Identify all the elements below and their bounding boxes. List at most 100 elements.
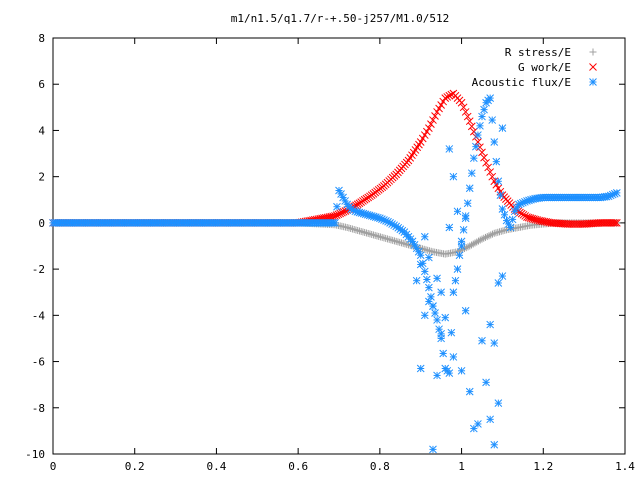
chart-marks bbox=[49, 89, 621, 454]
series-0-point bbox=[478, 235, 486, 243]
x-tick-label: 0.6 bbox=[288, 460, 308, 473]
series-2-point bbox=[490, 138, 499, 146]
series-1-point bbox=[431, 112, 439, 120]
series-1-point bbox=[459, 103, 468, 112]
series-1-point bbox=[600, 219, 608, 227]
series-2-point bbox=[451, 276, 460, 285]
series-0-point bbox=[483, 233, 491, 241]
series-0-point bbox=[466, 242, 474, 250]
series-0-point bbox=[467, 241, 475, 249]
series-3-point bbox=[441, 313, 450, 322]
y-tick-label: -6 bbox=[32, 356, 45, 369]
series-2-point bbox=[496, 191, 505, 200]
series-2-point bbox=[422, 275, 431, 284]
series-1-point bbox=[463, 112, 472, 121]
series-1-point bbox=[461, 108, 470, 116]
legend-marker bbox=[589, 78, 597, 86]
series-2-point bbox=[478, 112, 486, 121]
series-2-point bbox=[474, 131, 482, 139]
series-1-point bbox=[353, 200, 362, 209]
series-0-point bbox=[487, 231, 495, 239]
series-3-point bbox=[429, 302, 437, 310]
series-1-point bbox=[465, 117, 474, 126]
series-2-point bbox=[439, 349, 448, 358]
series-3-point bbox=[486, 320, 495, 329]
series-3-point bbox=[482, 378, 490, 387]
legend-marker bbox=[589, 63, 597, 71]
series-3-point bbox=[445, 223, 454, 232]
series-2-point bbox=[445, 369, 454, 377]
series-1-point bbox=[571, 220, 579, 228]
series-2-point bbox=[459, 225, 468, 234]
x-tick-label: 0.2 bbox=[125, 460, 145, 473]
series-1-point bbox=[484, 163, 492, 172]
series-1-point bbox=[416, 138, 425, 146]
series-2-point bbox=[488, 116, 497, 124]
series-2-point bbox=[420, 267, 429, 276]
series-1-point bbox=[435, 104, 443, 113]
series-2-point bbox=[476, 121, 484, 130]
series-2-point bbox=[492, 157, 501, 166]
series-1-point bbox=[598, 219, 607, 227]
legend-label: R stress/E bbox=[505, 46, 571, 59]
y-tick-label: -4 bbox=[32, 309, 46, 322]
series-1-point bbox=[611, 219, 619, 227]
series-3-point bbox=[486, 415, 495, 424]
series-0-point bbox=[474, 237, 482, 245]
series-3-point bbox=[478, 336, 486, 345]
series-2-point bbox=[486, 94, 495, 102]
x-tick-label: 0 bbox=[50, 460, 57, 473]
series-0-point bbox=[457, 246, 465, 254]
series-3-point bbox=[437, 288, 445, 297]
legend: R stress/E G work/E Acoustic flux/E bbox=[472, 46, 597, 89]
series-2-point bbox=[480, 105, 488, 114]
series-3-point bbox=[425, 253, 433, 262]
x-tick-label: 1 bbox=[458, 460, 465, 473]
series-3-point bbox=[461, 212, 470, 220]
series-1-point bbox=[425, 124, 433, 132]
series-3-point bbox=[433, 371, 441, 380]
series-1-point bbox=[596, 219, 605, 227]
series-3-point bbox=[449, 353, 458, 361]
series-1-point bbox=[445, 91, 454, 100]
axis-ticks: 0 0.2 0.4 0.6 0.8 1 1.2 1.4 8 6 4 2 0 -2 -4 -6 -8 -10 bbox=[25, 32, 635, 473]
series-1-point bbox=[574, 220, 583, 228]
series-3-point bbox=[429, 445, 437, 454]
series-2-point bbox=[612, 188, 621, 197]
series-0-point bbox=[480, 234, 488, 242]
series-1-point bbox=[602, 219, 610, 227]
series-1-point bbox=[433, 108, 441, 116]
series-2-point bbox=[425, 283, 433, 292]
x-tick-label: 1.2 bbox=[533, 460, 553, 473]
series-2-point bbox=[331, 219, 339, 227]
series-3-point bbox=[494, 279, 503, 287]
y-tick-label: 8 bbox=[38, 32, 45, 45]
legend-marker bbox=[589, 48, 597, 56]
series-3-point bbox=[457, 366, 466, 375]
series-1-point bbox=[486, 168, 495, 176]
x-tick-label: 1.4 bbox=[615, 460, 635, 473]
series-2-point bbox=[447, 328, 456, 337]
series-3-point bbox=[420, 311, 429, 320]
series-2-point bbox=[455, 251, 464, 260]
series-2-point bbox=[431, 309, 439, 317]
series-1-point bbox=[422, 127, 431, 136]
series-3-point bbox=[494, 399, 503, 408]
series-3-point bbox=[465, 387, 474, 396]
series-0-point bbox=[485, 232, 493, 240]
series-2-point bbox=[506, 223, 515, 232]
series-1-point bbox=[488, 172, 497, 181]
series-1-point bbox=[567, 220, 576, 228]
x-tick-label: 0.4 bbox=[206, 460, 226, 473]
series-2-point bbox=[498, 205, 507, 213]
y-tick-label: 2 bbox=[38, 171, 45, 184]
series-1-point bbox=[565, 220, 574, 228]
y-tick-label: -10 bbox=[25, 448, 45, 461]
series-3-point bbox=[457, 242, 466, 250]
series-1-point bbox=[603, 219, 612, 227]
series-1-point bbox=[563, 220, 572, 228]
series-3-point bbox=[490, 440, 499, 449]
series-3-point bbox=[474, 420, 482, 428]
series-1-point bbox=[418, 134, 427, 143]
